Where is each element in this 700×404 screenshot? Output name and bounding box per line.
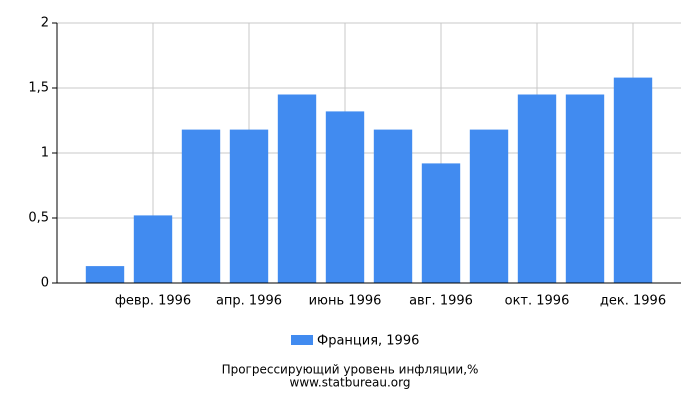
legend-swatch [291,335,313,345]
bar [613,77,653,283]
bar [85,266,125,283]
chart-title: Прогрессирующий уровень инфляции,% [222,363,479,377]
bar [469,129,509,283]
bar [565,94,605,283]
bar [421,163,461,283]
bar [277,94,317,283]
x-tick-label: февр. 1996 [115,294,191,309]
x-tick-label: авг. 1996 [409,294,473,309]
y-tick-label: 1,5 [28,81,49,96]
x-tick-label: апр. 1996 [216,294,282,309]
bar [325,111,365,284]
legend-label: Франция, 1996 [317,334,419,349]
x-tick-label: июнь 1996 [309,294,382,309]
bar [181,129,221,283]
y-tick-label: 0,5 [28,211,49,226]
bar [373,129,413,283]
bar [133,215,173,283]
x-tick-label: окт. 1996 [505,294,570,309]
y-tick-label: 2 [41,16,49,31]
bar [517,94,557,283]
x-tick-label: дек. 1996 [600,294,666,309]
bar [229,129,269,283]
y-tick-label: 0 [41,276,49,291]
y-tick-label: 1 [41,146,49,161]
chart-subtitle: www.statbureau.org [290,376,411,390]
